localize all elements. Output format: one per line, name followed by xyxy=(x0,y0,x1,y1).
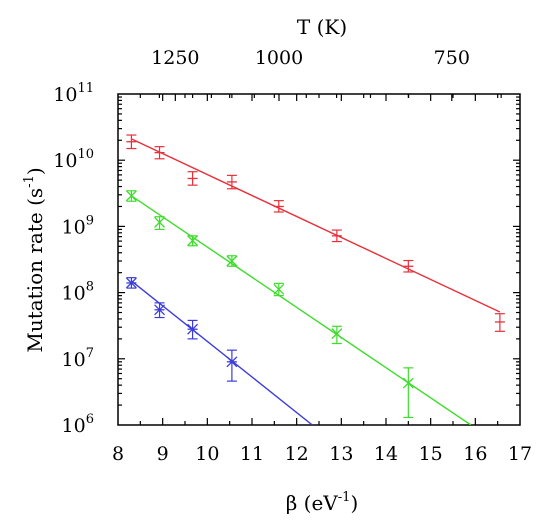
y-tick-label: 108 xyxy=(62,280,94,305)
y-axis-label: Mutation rate (s-1) xyxy=(22,167,47,352)
marker-stroke xyxy=(187,323,199,335)
y-tick-base: 10 xyxy=(62,349,86,371)
data-point xyxy=(273,200,284,213)
y-axis-label-text: Mutation rate (s xyxy=(23,188,47,353)
marker-stroke xyxy=(331,328,343,340)
x-tick-label: 10 xyxy=(195,443,219,465)
marker-stroke xyxy=(226,356,238,368)
data-point xyxy=(226,255,238,267)
series-3 xyxy=(125,277,313,425)
x-tick-label: 8 xyxy=(112,443,124,465)
y-tick-base: 10 xyxy=(62,415,86,437)
marker-stroke xyxy=(273,283,285,295)
data-point xyxy=(187,319,199,340)
y-axis-label-suffix: ) xyxy=(23,167,47,175)
y-tick-base: 10 xyxy=(62,283,86,305)
marker-stroke xyxy=(226,255,238,267)
y-tick-exponent: 6 xyxy=(86,412,94,427)
y-tick-base: 10 xyxy=(53,150,77,172)
marker-stroke xyxy=(125,277,137,289)
fit-line xyxy=(131,195,472,425)
marker-stroke xyxy=(154,216,165,228)
y-tick-label: 1011 xyxy=(53,81,94,106)
x-tick-label: 12 xyxy=(285,443,309,465)
data-point xyxy=(226,349,238,382)
data-point xyxy=(226,174,237,190)
y-tick-exponent: 11 xyxy=(77,81,94,96)
y-tick-exponent: 9 xyxy=(86,213,94,228)
data-point xyxy=(403,259,414,273)
y-tick-label: 107 xyxy=(62,346,94,371)
x-tick-label: 11 xyxy=(240,443,264,465)
x-tick-label: 14 xyxy=(374,443,398,465)
y-tick-label: 109 xyxy=(62,213,94,238)
series-1 xyxy=(126,134,505,332)
marker-stroke xyxy=(125,190,137,202)
data-point xyxy=(494,313,505,332)
data-point xyxy=(154,302,165,319)
x-axis-label-suffix: ) xyxy=(350,491,358,515)
y-axis-label-exponent: -1 xyxy=(22,175,37,188)
y-tick-exponent: 7 xyxy=(86,346,94,361)
plot-frame xyxy=(117,93,521,426)
y-tick-exponent: 10 xyxy=(77,147,94,162)
x-axis-label: β (eV-1) xyxy=(286,490,359,515)
data-point xyxy=(126,134,137,150)
data-point xyxy=(154,216,165,231)
x-tick-label: 9 xyxy=(157,443,169,465)
data-point xyxy=(402,367,414,419)
y-tick-label: 1010 xyxy=(53,147,94,172)
marker-stroke xyxy=(154,304,165,316)
fit-line xyxy=(131,138,501,313)
y-tick-label: 106 xyxy=(62,412,94,437)
x-tick-label: 15 xyxy=(419,443,443,465)
top-tick-label: 1000 xyxy=(255,47,303,69)
x-tick-label: 17 xyxy=(508,443,532,465)
top-axis-label: T (K) xyxy=(297,15,347,39)
x-axis: 8 9 10 11 12 13 14 15 16 17 xyxy=(112,94,532,465)
data-point xyxy=(273,282,285,297)
marker-stroke xyxy=(402,377,414,389)
y-tick-base: 10 xyxy=(53,84,77,106)
y-tick-exponent: 8 xyxy=(86,280,94,295)
x-axis-label-exponent: -1 xyxy=(338,490,351,505)
fit-line xyxy=(130,280,313,425)
data-point xyxy=(154,146,165,160)
marker-stroke xyxy=(187,235,199,247)
data-point xyxy=(331,325,343,345)
top-tick-label: 1250 xyxy=(151,47,199,69)
series-2 xyxy=(125,190,472,425)
data-point xyxy=(125,277,137,289)
x-tick-label: 13 xyxy=(329,443,353,465)
top-axis: 1250 1000 750 xyxy=(151,47,502,101)
y-tick-base: 10 xyxy=(62,216,86,238)
x-axis-label-text: β (eV xyxy=(286,491,339,515)
x-tick-label: 16 xyxy=(463,443,487,465)
data-point xyxy=(187,235,199,247)
data-point xyxy=(331,229,342,243)
data-point xyxy=(125,190,137,202)
series-layer xyxy=(125,134,505,425)
top-tick-label: 750 xyxy=(434,47,470,69)
data-point xyxy=(187,171,198,186)
